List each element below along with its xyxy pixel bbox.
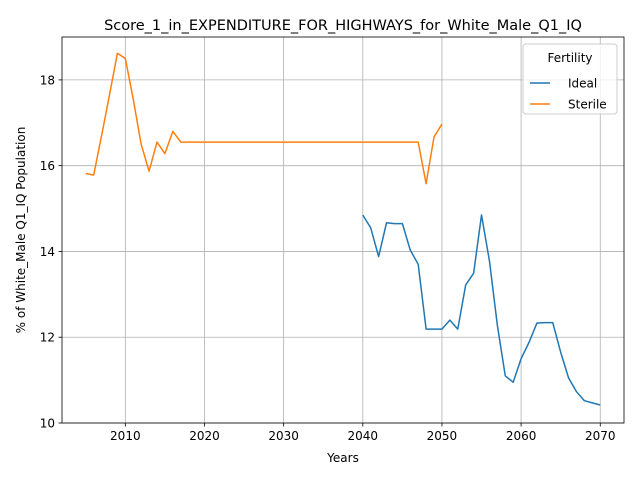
legend-title: Fertility [547,51,592,65]
x-tick-label: 2050 [427,429,458,443]
y-tick-label: 10 [40,417,55,431]
legend-label-ideal: Ideal [568,77,597,91]
y-axis: 10 12 14 16 18 [40,73,62,431]
legend-label-sterile: Sterile [568,98,607,112]
series-line-ideal [362,214,601,406]
plot-area [61,36,625,424]
y-tick-label: 14 [40,245,55,259]
legend: Fertility Ideal Sterile [522,43,618,115]
x-tick-label: 2040 [348,429,379,443]
x-tick-label: 2060 [506,429,537,443]
x-tick-label: 2030 [268,429,299,443]
x-tick-label: 2010 [110,429,141,443]
x-tick-label: 2070 [585,429,616,443]
x-tick-label: 2020 [189,429,220,443]
y-tick-label: 18 [40,73,55,87]
y-tick-label: 12 [40,331,55,345]
legend-box [522,43,618,115]
x-axis: 2010 2020 2030 2040 2050 2060 2070 [110,423,616,443]
y-axis-label: % of White_Male Q1_IQ Population [14,127,28,334]
chart-title: Score_1_in_EXPENDITURE_FOR_HIGHWAYS_for_… [104,18,582,34]
x-axis-label: Years [326,451,359,465]
series-line-sterile [85,52,443,185]
y-tick-label: 16 [40,159,55,173]
series-lines [85,52,601,406]
